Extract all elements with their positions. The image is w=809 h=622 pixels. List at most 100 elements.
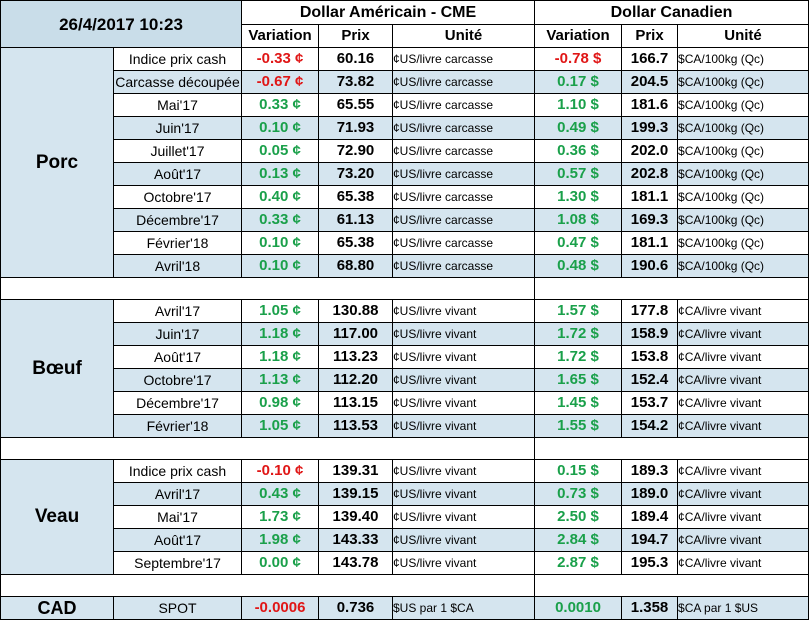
cad-variation: 1.55 $ xyxy=(534,414,623,438)
cad-col-unite: Unité xyxy=(677,24,809,48)
table-row: Août'17 1.98 ¢ 143.33 ¢US/livre vivant 2.84 … xyxy=(1,528,809,552)
usd-variation: 0.33 ¢ xyxy=(241,93,319,117)
usd-variation: 1.73 ¢ xyxy=(241,505,319,529)
usd-price: 130.88 xyxy=(318,299,393,323)
table-row: Septembre'17 0.00 ¢ 143.78 ¢US/livre vivant… xyxy=(1,551,809,575)
cad-variation: 1.30 $ xyxy=(534,185,623,209)
usd-unit: ¢US/livre vivant xyxy=(391,505,536,529)
table-row: Février'18 1.05 ¢ 113.53 ¢US/livre vivant 1.… xyxy=(1,414,809,438)
contract-label: Carcasse découpée xyxy=(113,70,242,94)
contract-label: Avril'17 xyxy=(113,299,242,323)
cad-col-prix: Prix xyxy=(621,24,679,48)
usd-unit: ¢US/livre carcasse xyxy=(391,93,536,117)
spacer-cell xyxy=(534,437,809,460)
contract-label: Juin'17 xyxy=(113,322,242,346)
contract-label: Indice prix cash xyxy=(113,459,242,483)
usd-variation: 1.18 ¢ xyxy=(241,345,319,369)
cad-unit: ¢CA/livre vivant xyxy=(677,299,809,323)
table-row: Porc Indice prix cash -0.33 ¢ 60.16 ¢US/livr… xyxy=(0,47,809,278)
contract-label: Juin'17 xyxy=(113,116,242,140)
usd-unit: ¢US/livre vivant xyxy=(391,551,536,575)
usd-price: 143.78 xyxy=(318,551,393,575)
table-row: Carcasse découpée -0.67 ¢ 73.82 ¢US/livre c… xyxy=(1,70,809,94)
cad-price: 153.7 xyxy=(621,391,679,415)
contract-label: Décembre'17 xyxy=(113,208,242,232)
cad-unit: $CA/100kg (Qc) xyxy=(677,47,809,71)
table-row: Veau Indice prix cash -0.10 ¢ 139.31 ¢US/liv… xyxy=(0,459,809,575)
group-spacer-row xyxy=(0,574,809,597)
table-row: Août'17 1.18 ¢ 113.23 ¢US/livre vivant 1.72 … xyxy=(1,345,809,369)
datetime-label: 26/4/2017 10:23 xyxy=(0,0,242,48)
cad-price: 195.3 xyxy=(621,551,679,575)
cad-variation: 1.72 $ xyxy=(534,322,623,346)
usd-price: 139.40 xyxy=(318,505,393,529)
cad-unit: ¢CA/livre vivant xyxy=(677,345,809,369)
cad-price: 204.5 xyxy=(621,70,679,94)
usd-variation: 0.13 ¢ xyxy=(241,162,319,186)
cad-price: 154.2 xyxy=(621,414,679,438)
contract-label: Avril'18 xyxy=(113,254,242,278)
group-label-0: Porc xyxy=(0,47,114,278)
cad-variation: 2.87 $ xyxy=(534,551,623,575)
usd-unit: ¢US/livre carcasse xyxy=(391,208,536,232)
cad-unit: ¢CA/livre vivant xyxy=(677,459,809,483)
usd-variation: 1.13 ¢ xyxy=(241,368,319,392)
usd-unit: ¢US/livre carcasse xyxy=(391,254,536,278)
usd-unit: ¢US/livre vivant xyxy=(391,299,536,323)
contract-label: Septembre'17 xyxy=(113,551,242,575)
header-row-titles: 26/4/2017 10:23 Dollar Américain - CME D… xyxy=(0,0,809,48)
usd-variation: 0.40 ¢ xyxy=(241,185,319,209)
usd-price: 65.38 xyxy=(318,231,393,255)
usd-variation: -0.33 ¢ xyxy=(241,47,319,71)
cad-unit: $CA/100kg (Qc) xyxy=(677,116,809,140)
group-spacer-row xyxy=(0,437,809,460)
cad-spot-row: CAD SPOT -0.0006 0.736 $US par 1 $CA 0.0010 1.… xyxy=(0,596,809,620)
contract-label: Août'17 xyxy=(113,345,242,369)
usd-price: 73.20 xyxy=(318,162,393,186)
cad-variation: 2.50 $ xyxy=(534,505,623,529)
cad-section-title: Dollar Canadien xyxy=(534,0,809,25)
table-row: Février'18 0.10 ¢ 65.38 ¢US/livre carcasse 0… xyxy=(1,231,809,255)
usd-variation: 0.10 ¢ xyxy=(241,231,319,255)
contract-label: Avril'17 xyxy=(113,482,242,506)
table-row: Décembre'17 0.33 ¢ 61.13 ¢US/livre carcasse… xyxy=(1,208,809,232)
spacer-cell xyxy=(0,277,536,300)
group-spacer-row xyxy=(0,277,809,300)
table-row: Décembre'17 0.98 ¢ 113.15 ¢US/livre vivant 1… xyxy=(1,391,809,415)
cad-price: 181.6 xyxy=(621,93,679,117)
cad-price: 202.8 xyxy=(621,162,679,186)
table-row: Octobre'17 1.13 ¢ 112.20 ¢US/livre vivant 1.… xyxy=(1,368,809,392)
cad-variation: 1.57 $ xyxy=(534,299,623,323)
usd-price: 60.16 xyxy=(318,47,393,71)
usd-variation: 0.00 ¢ xyxy=(241,551,319,575)
cad-price: 189.0 xyxy=(621,482,679,506)
usd-variation: 1.98 ¢ xyxy=(241,528,319,552)
cad-variation: 0.48 $ xyxy=(534,254,623,278)
cad-price: 169.3 xyxy=(621,208,679,232)
table-row: Octobre'17 0.40 ¢ 65.38 ¢US/livre carcasse 1… xyxy=(1,185,809,209)
cad-variation: 1.10 $ xyxy=(534,93,623,117)
cad-variation: 0.49 $ xyxy=(534,116,623,140)
usd-unit: ¢US/livre carcasse xyxy=(391,162,536,186)
cad-price: 189.3 xyxy=(621,459,679,483)
cad-price: 177.8 xyxy=(621,299,679,323)
cad-price: 166.7 xyxy=(621,47,679,71)
usd-variation: -0.67 ¢ xyxy=(241,70,319,94)
cad-unit: ¢CA/livre vivant xyxy=(677,391,809,415)
cad-unit: $CA/100kg (Qc) xyxy=(677,185,809,209)
cad-variation: 0.57 $ xyxy=(534,162,623,186)
usd-col-prix: Prix xyxy=(318,24,393,48)
usd-price: 73.82 xyxy=(318,70,393,94)
cad-price: 181.1 xyxy=(621,185,679,209)
usd-unit: ¢US/livre carcasse xyxy=(391,116,536,140)
contract-label: Mai'17 xyxy=(113,505,242,529)
contract-label: Août'17 xyxy=(113,162,242,186)
usd-unit: ¢US/livre vivant xyxy=(391,368,536,392)
spot-label: SPOT xyxy=(113,596,242,620)
cad-unit: ¢CA/livre vivant xyxy=(677,482,809,506)
cad-unit: ¢CA/livre vivant xyxy=(677,505,809,529)
usd-price: 113.15 xyxy=(318,391,393,415)
usd-variation: 0.10 ¢ xyxy=(241,254,319,278)
contract-label: Février'18 xyxy=(113,414,242,438)
